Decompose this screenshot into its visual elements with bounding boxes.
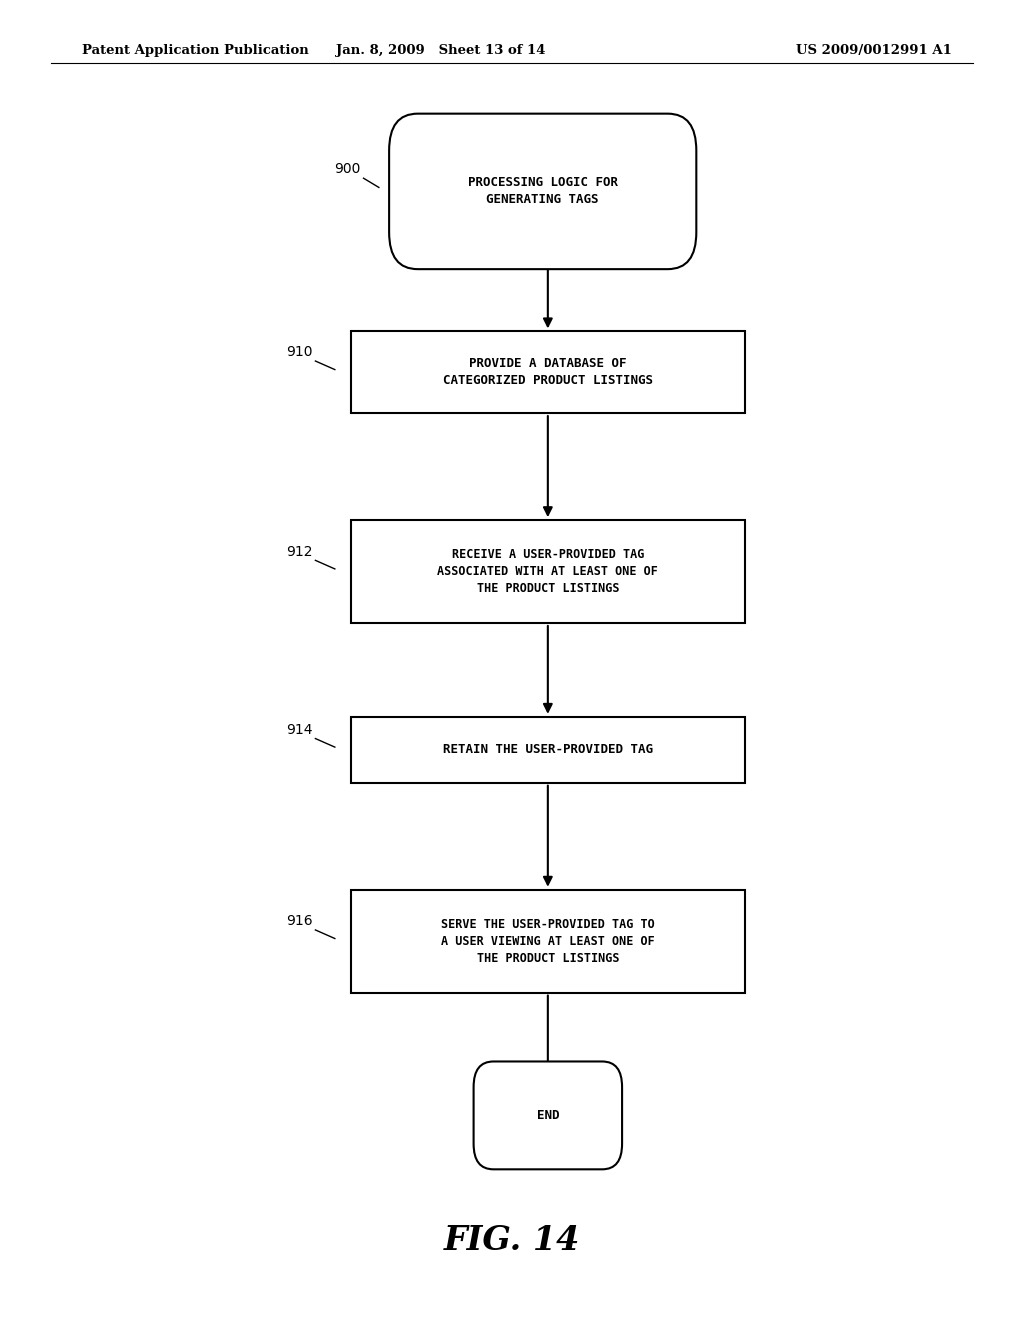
Bar	[350, 331, 745, 413]
Text: SERVE THE USER-PROVIDED TAG TO
A USER VIEWING AT LEAST ONE OF
THE PRODUCT LISTIN: SERVE THE USER-PROVIDED TAG TO A USER VI…	[441, 917, 654, 965]
FancyBboxPatch shape	[389, 114, 696, 269]
Text: PROCESSING LOGIC FOR
GENERATING TAGS: PROCESSING LOGIC FOR GENERATING TAGS	[468, 177, 617, 206]
Text: US 2009/0012991 A1: US 2009/0012991 A1	[797, 44, 952, 57]
Text: FIG. 14: FIG. 14	[443, 1225, 581, 1257]
Text: 912: 912	[286, 545, 312, 558]
Text: 910: 910	[286, 346, 312, 359]
Text: 914: 914	[286, 723, 312, 737]
FancyBboxPatch shape	[473, 1061, 623, 1170]
Text: END: END	[537, 1109, 559, 1122]
Text: Patent Application Publication: Patent Application Publication	[82, 44, 308, 57]
Bar	[350, 890, 745, 993]
Bar	[350, 717, 745, 783]
Text: 900: 900	[334, 162, 360, 176]
Text: RETAIN THE USER-PROVIDED TAG: RETAIN THE USER-PROVIDED TAG	[442, 743, 653, 756]
Bar	[350, 520, 745, 623]
Text: RECEIVE A USER-PROVIDED TAG
ASSOCIATED WITH AT LEAST ONE OF
THE PRODUCT LISTINGS: RECEIVE A USER-PROVIDED TAG ASSOCIATED W…	[437, 548, 658, 595]
Text: 916: 916	[286, 915, 312, 928]
Text: Jan. 8, 2009   Sheet 13 of 14: Jan. 8, 2009 Sheet 13 of 14	[336, 44, 545, 57]
Text: PROVIDE A DATABASE OF
CATEGORIZED PRODUCT LISTINGS: PROVIDE A DATABASE OF CATEGORIZED PRODUC…	[442, 358, 653, 387]
